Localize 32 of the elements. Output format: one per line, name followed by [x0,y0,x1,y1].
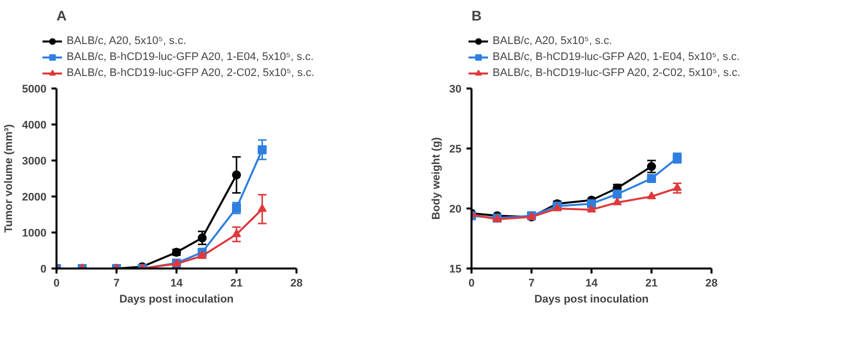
x-axis-title: Days post inoculation [119,294,234,306]
legend-label: BALB/c, A20, 5x10⁵, s.c. [66,34,188,48]
y-tick-label: 3000 [22,156,47,168]
x-tick-label: 14 [170,278,184,290]
x-tick-label: 0 [53,278,60,290]
y-tick-label: 4000 [22,120,47,132]
chart-title: A [56,8,67,24]
y-tick-label: 15 [449,264,462,276]
x-tick-label: 7 [528,278,535,290]
y-tick-label: 30 [449,84,462,96]
y-tick-label: 0 [40,264,47,276]
x-tick-label: 14 [585,278,598,290]
legend-label: BALB/c, B-hCD19-luc-GFP A20, 2-C02, 5x10⁵, s.c. [66,66,316,80]
legend-label: BALB/c, B-hCD19-luc-GFP A20, 1-E04, 5x10⁵, s.c. [492,50,741,64]
x-tick-label: 28 [290,278,303,290]
y-tick-label: 5000 [22,84,47,96]
legend-label: BALB/c, A20, 5x10⁵, s.c. [492,34,614,48]
x-tick-label: 0 [468,278,475,290]
x-tick-label: 21 [230,278,243,290]
legend-label: BALB/c, B-hCD19-luc-GFP A20, 1-E04, 5x10⁵, s.c. [66,50,315,64]
x-axis-title: Days post inoculation [534,294,649,306]
y-tick-label: 25 [449,144,462,156]
x-tick-label: 7 [113,278,120,290]
y-tick-label: 2000 [22,192,47,204]
x-tick-label: 28 [705,278,718,290]
y-tick-label: 1000 [22,228,47,240]
y-axis-title: Body weight (g) [430,136,442,220]
legend-label: BALB/c, B-hCD19-luc-GFP A20, 2-C02, 5x10⁵, s.c. [492,66,742,80]
chart-title: B [472,8,482,24]
y-axis-title: Tumor volume (mm³) [3,124,16,233]
y-tick-label: 20 [449,204,462,216]
x-tick-label: 21 [645,278,658,290]
